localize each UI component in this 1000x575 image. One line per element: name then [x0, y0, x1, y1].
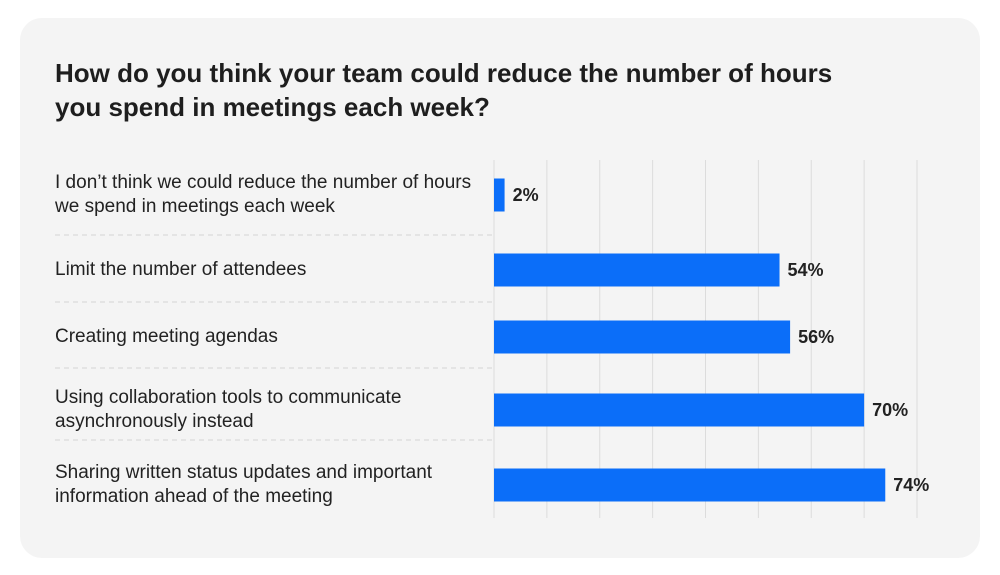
value-label: 54% [788, 260, 824, 280]
category-label: Using collaboration tools to communicate… [55, 387, 402, 432]
category-label: Sharing written status updates and impor… [55, 462, 433, 507]
bar [494, 253, 780, 287]
bar [494, 468, 886, 502]
category-label: Creating meeting agendas [55, 326, 278, 347]
bar [494, 320, 791, 354]
value-label: 70% [872, 400, 908, 420]
category-label: I don’t think we could reduce the number… [55, 172, 472, 217]
value-label: 56% [798, 327, 834, 347]
chart-title: How do you think your team could reduce … [55, 58, 833, 122]
card [20, 18, 980, 558]
value-label: 2% [513, 185, 539, 205]
bar [494, 393, 865, 427]
category-label: Limit the number of attendees [55, 259, 307, 280]
bar [494, 178, 505, 212]
value-label: 74% [893, 475, 929, 495]
